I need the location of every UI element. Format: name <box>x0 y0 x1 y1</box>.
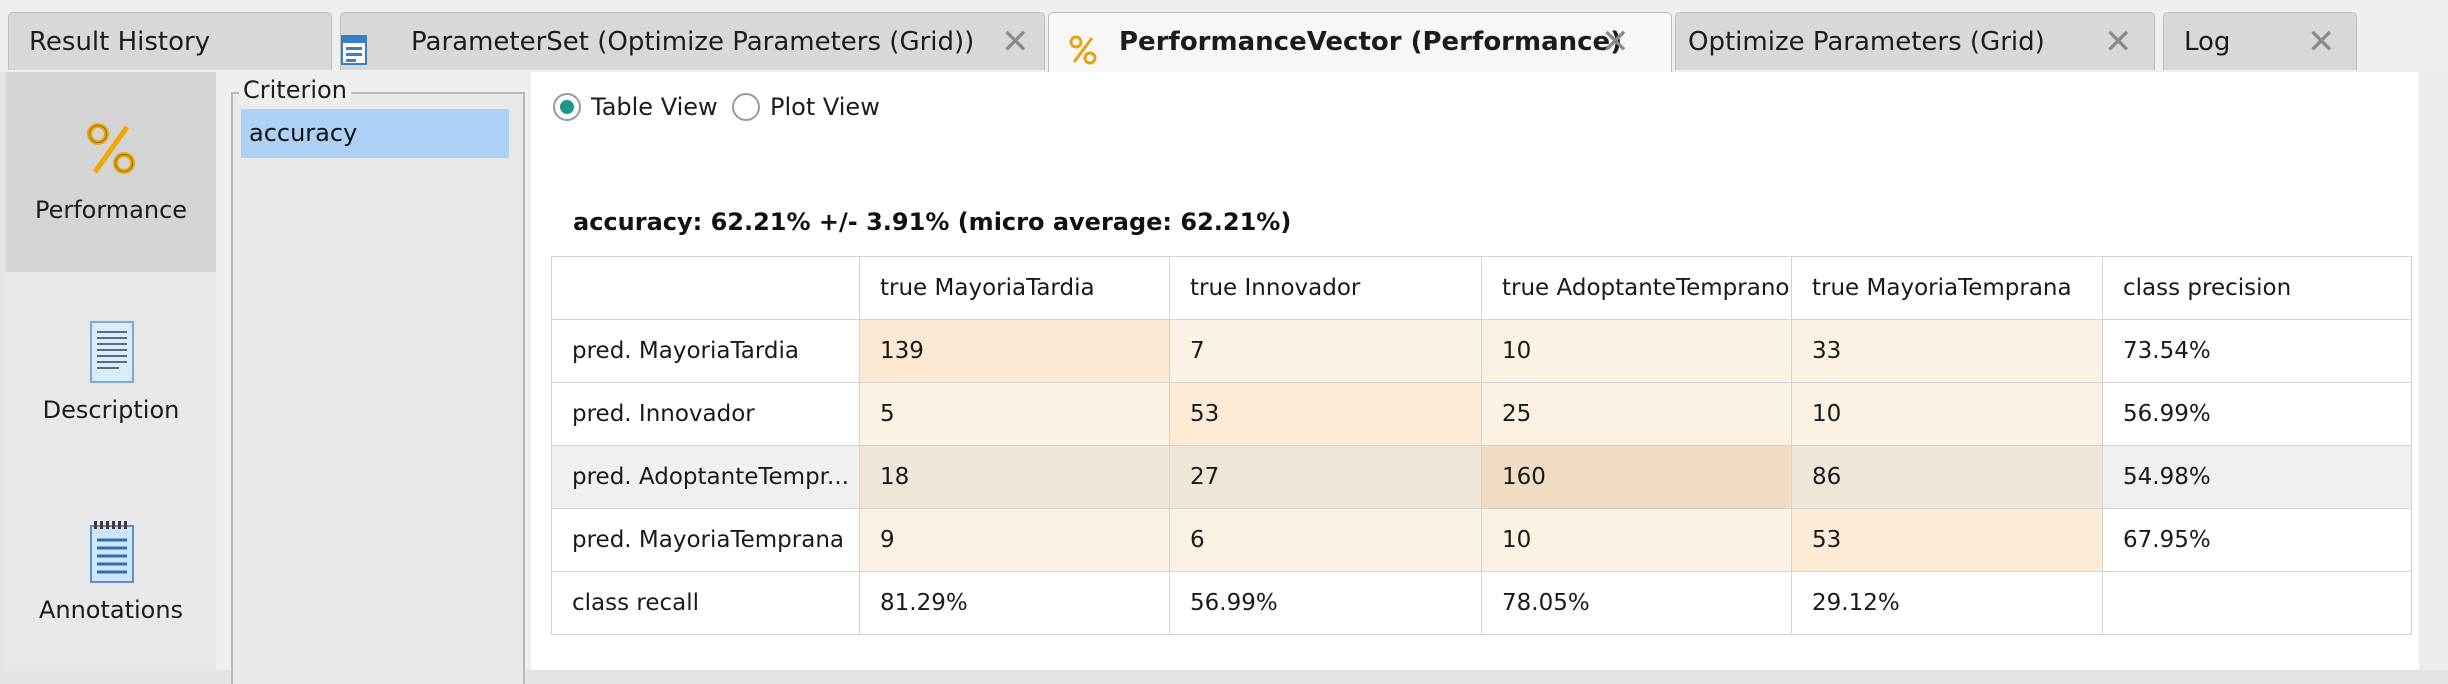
close-icon[interactable]: ✕ <box>2104 22 2133 62</box>
table-row[interactable]: pred. AdoptanteTempr... 18 27 160 86 54.… <box>551 445 2412 509</box>
close-icon[interactable]: ✕ <box>2307 22 2336 62</box>
row-label: pred. Innovador <box>551 382 860 446</box>
matrix-cell: 27 <box>1169 445 1482 509</box>
tab-parameter-set[interactable]: ParameterSet (Optimize Parameters (Grid)… <box>340 12 1045 70</box>
matrix-cell: 18 <box>859 445 1170 509</box>
table-row[interactable]: pred. MayoriaTardia 139 7 10 33 73.54% <box>551 319 2412 383</box>
table-header-cell <box>551 256 860 320</box>
radio-selected-icon <box>553 93 581 121</box>
confusion-matrix-table: true MayoriaTardia true Innovador true A… <box>551 256 2412 635</box>
radio-label: Table View <box>591 93 718 121</box>
close-icon[interactable]: ✕ <box>1601 22 1630 62</box>
matrix-cell: 6 <box>1169 508 1482 572</box>
matrix-cell: 7 <box>1169 319 1482 383</box>
table-header-row: true MayoriaTardia true Innovador true A… <box>551 256 2412 320</box>
tab-label: Log <box>2184 27 2231 57</box>
tab-result-history[interactable]: Result History <box>8 12 332 70</box>
table-header-cell: true MayoriaTardia <box>859 256 1170 320</box>
recall-cell: 81.29% <box>859 571 1170 635</box>
precision-cell: 67.95% <box>2102 508 2412 572</box>
matrix-cell: 5 <box>859 382 1170 446</box>
sidebar-item-description[interactable]: Description <box>6 272 216 472</box>
tab-log[interactable]: Log ✕ <box>2163 12 2357 70</box>
criterion-item-accuracy[interactable]: accuracy <box>241 109 509 158</box>
matrix-cell: 25 <box>1481 382 1792 446</box>
sidebar-item-label: Description <box>42 396 180 424</box>
matrix-cell: 10 <box>1481 319 1792 383</box>
sidebar-item-label: Annotations <box>38 596 184 624</box>
criterion-panel: Criterion accuracy <box>216 72 531 684</box>
table-row[interactable]: pred. Innovador 5 53 25 10 56.99% <box>551 382 2412 446</box>
matrix-cell: 9 <box>859 508 1170 572</box>
radio-unselected-icon <box>732 93 760 121</box>
view-sidebar: Performance Description <box>6 72 217 670</box>
performance-summary: accuracy: 62.21% +/- 3.91% (micro averag… <box>573 208 1292 236</box>
row-label: pred. MayoriaTardia <box>551 319 860 383</box>
performance-main-panel: Table View Plot View accuracy: 62.21% +/… <box>531 72 2419 670</box>
matrix-cell: 10 <box>1481 508 1792 572</box>
criterion-title: Criterion <box>239 76 351 104</box>
tab-label: PerformanceVector (Performance) <box>1119 27 1623 57</box>
notepad-icon <box>89 520 135 588</box>
table-row[interactable]: pred. MayoriaTemprana 9 6 10 53 67.95% <box>551 508 2412 572</box>
matrix-cell: 53 <box>1169 382 1482 446</box>
criterion-list <box>231 92 525 684</box>
sidebar-item-annotations[interactable]: Annotations <box>6 472 216 672</box>
tab-label: Optimize Parameters (Grid) <box>1688 27 2045 57</box>
sidebar-item-label: Performance <box>34 196 188 224</box>
tab-label: ParameterSet (Optimize Parameters (Grid)… <box>411 27 975 57</box>
plot-view-radio[interactable]: Plot View <box>732 90 880 124</box>
matrix-cell: 86 <box>1791 445 2103 509</box>
table-header-cell: true MayoriaTemprana <box>1791 256 2103 320</box>
table-row[interactable]: class recall 81.29% 56.99% 78.05% 29.12% <box>551 571 2412 635</box>
precision-cell: 73.54% <box>2102 319 2412 383</box>
recall-cell <box>2102 571 2412 635</box>
table-view-radio[interactable]: Table View <box>553 90 718 124</box>
precision-cell: 54.98% <box>2102 445 2412 509</box>
tab-optimize-parameters[interactable]: Optimize Parameters (Grid) ✕ <box>1675 12 2155 70</box>
precision-cell: 56.99% <box>2102 382 2412 446</box>
matrix-cell: 53 <box>1791 508 2103 572</box>
matrix-cell: 33 <box>1791 319 2103 383</box>
row-label: pred. MayoriaTemprana <box>551 508 860 572</box>
row-label: class recall <box>551 571 860 635</box>
matrix-cell: 139 <box>859 319 1170 383</box>
parameter-set-icon <box>341 28 367 86</box>
percent-icon <box>86 122 136 180</box>
sidebar-item-performance[interactable]: Performance <box>6 72 216 272</box>
recall-cell: 29.12% <box>1791 571 2103 635</box>
row-label: pred. AdoptanteTempr... <box>551 445 860 509</box>
percent-icon <box>1069 28 1097 86</box>
table-header-cell: true AdoptanteTemprano <box>1481 256 1792 320</box>
table-header-cell: class precision <box>2102 256 2412 320</box>
document-icon <box>89 320 135 388</box>
table-header-cell: true Innovador <box>1169 256 1482 320</box>
matrix-cell: 10 <box>1791 382 2103 446</box>
tab-label: Result History <box>29 27 211 57</box>
radio-label: Plot View <box>770 93 880 121</box>
results-tab-bar: Result History ParameterSet (Optimize Pa… <box>0 0 2448 72</box>
right-edge-strip <box>2419 72 2448 670</box>
close-icon[interactable]: ✕ <box>1001 22 1030 62</box>
recall-cell: 56.99% <box>1169 571 1482 635</box>
tab-performance-vector[interactable]: PerformanceVector (Performance) ✕ <box>1048 12 1672 72</box>
recall-cell: 78.05% <box>1481 571 1792 635</box>
matrix-cell: 160 <box>1481 445 1792 509</box>
